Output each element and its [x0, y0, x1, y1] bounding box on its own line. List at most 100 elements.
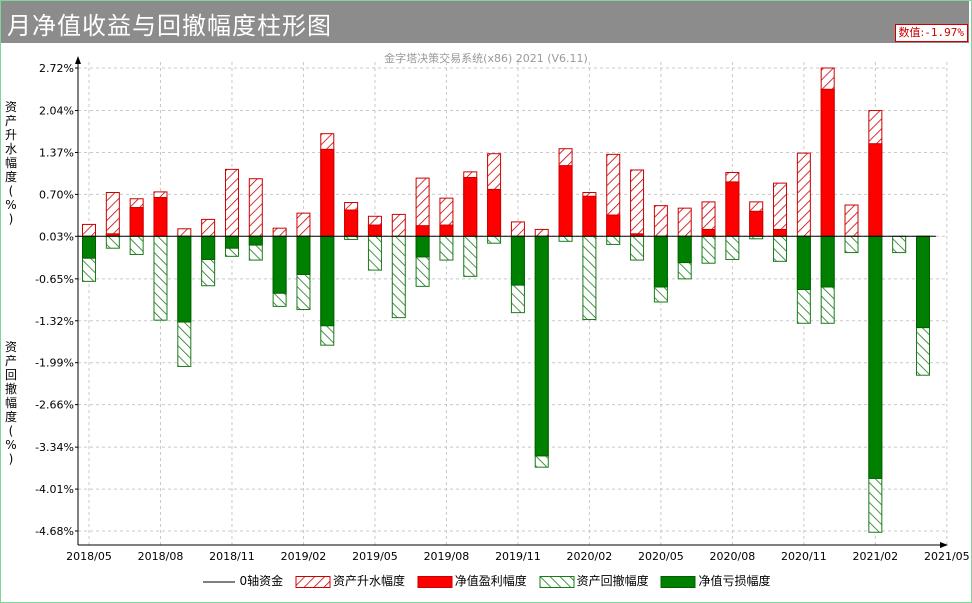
- axis-title-glyph: 产: [4, 114, 17, 128]
- axis-title-glyph: 幅: [4, 396, 17, 410]
- net-loss-bar: [177, 235, 192, 323]
- x-tick-label: 2020/05: [638, 550, 684, 563]
- net-loss-bar: [510, 235, 525, 286]
- asset-up-bar: [201, 218, 216, 237]
- x-tick-label: 2018/05: [66, 550, 112, 563]
- axis-title-glyph: 幅: [4, 156, 17, 170]
- legend-net-profit: 净值盈利幅度: [417, 572, 527, 589]
- net-profit-bar: [344, 209, 359, 237]
- y-tick-label: -1.32%: [35, 315, 74, 328]
- legend: 0轴资金 资产升水幅度 净值盈利幅度 资产回撤幅度 净值亏损幅度: [0, 572, 972, 589]
- legend-asset-up: 资产升水幅度: [295, 572, 405, 589]
- asset-drawdown-bar: [773, 235, 788, 262]
- window-title: 月净值收益与回撤幅度柱形图: [7, 12, 332, 40]
- asset-up-bar: [844, 204, 859, 237]
- axis-title-glyph: 产: [4, 354, 17, 368]
- asset-drawdown-bar: [487, 235, 502, 244]
- asset-drawdown-bar: [582, 235, 597, 321]
- asset-drawdown-bar: [701, 235, 716, 264]
- y-axis-arrow: [75, 56, 81, 64]
- net-profit-bar: [320, 148, 335, 237]
- asset-up-bar: [796, 152, 811, 237]
- x-axis-arrow: [940, 542, 948, 548]
- net-profit-bar: [725, 181, 740, 237]
- asset-up-bar: [296, 212, 311, 237]
- net-loss-bar: [82, 235, 96, 259]
- asset-up-bar: [248, 178, 263, 237]
- net-profit-bar: [153, 197, 168, 237]
- net-loss-bar: [653, 235, 668, 288]
- y-tick-label: 1.37%: [39, 146, 74, 159]
- x-tick-label: 2020/02: [567, 550, 613, 563]
- asset-drawdown-bar: [844, 235, 859, 254]
- net-loss-bar: [868, 235, 883, 479]
- readout-value: -1.97%: [924, 26, 964, 39]
- asset-up-bar: [272, 227, 287, 237]
- y-tick-label: -4.01%: [35, 483, 74, 496]
- legend-zero-line: 0轴资金: [203, 574, 284, 588]
- value-readout: 数值:-1.97%: [894, 24, 968, 42]
- chart-subtitle: 金字塔决策交易系统(x86) 2021 (V6.11): [384, 52, 588, 65]
- net-profit-bar: [868, 143, 883, 237]
- legend-net-loss: 净值亏损幅度: [660, 572, 771, 589]
- net-profit-bar: [415, 225, 430, 237]
- x-tick-label: 2021/02: [852, 550, 898, 563]
- net-loss-bar: [796, 235, 811, 290]
- asset-drawdown-bar: [367, 235, 382, 271]
- axis-title-glyph: ): [8, 452, 14, 466]
- asset-drawdown-bar: [439, 235, 454, 261]
- net-profit-bar: [487, 188, 502, 237]
- asset-up-bar: [653, 205, 668, 237]
- asset-drawdown-bar: [463, 235, 478, 277]
- net-loss-bar: [916, 235, 930, 329]
- net-profit-bar: [606, 214, 621, 237]
- y-tick-label: 0.03%: [39, 230, 74, 243]
- axis-title-glyph: (: [8, 424, 14, 438]
- asset-drawdown-bar: [153, 235, 168, 321]
- x-tick-label: 2020/08: [710, 550, 756, 563]
- asset-up-bar: [105, 192, 120, 237]
- axis-title-glyph: 水: [4, 142, 17, 156]
- x-tick-label: 2018/08: [138, 550, 184, 563]
- x-tick-label: 2019/11: [495, 550, 541, 563]
- y-axis-title-upper: 资产升水幅度(%): [3, 100, 19, 226]
- axis-title-glyph: 资: [4, 340, 17, 354]
- net-profit-bar: [463, 176, 478, 237]
- asset-drawdown-bar: [725, 235, 740, 260]
- y-tick-label: -3.34%: [35, 441, 74, 454]
- x-tick-label: 2018/11: [209, 550, 255, 563]
- net-profit-bar: [582, 195, 597, 237]
- asset-up-bar: [773, 182, 788, 237]
- asset-up-bar: [534, 228, 549, 237]
- axis-title-glyph: 度: [4, 170, 17, 184]
- asset-up-bar: [177, 228, 192, 237]
- legend-asset-drawdown: 资产回撤幅度: [539, 572, 649, 589]
- asset-up-bar: [630, 169, 645, 237]
- net-loss-bar: [272, 235, 287, 294]
- y-tick-label: -0.65%: [35, 273, 74, 286]
- y-tick-label: -1.99%: [35, 357, 74, 370]
- net-profit-bar: [439, 224, 454, 237]
- axis-title-glyph: 升: [4, 128, 17, 142]
- axis-title-glyph: 资: [4, 100, 17, 114]
- net-loss-bar: [224, 235, 239, 249]
- net-loss-bar: [677, 235, 692, 264]
- net-profit-bar: [701, 228, 716, 237]
- y-tick-label: 2.04%: [39, 105, 74, 118]
- axes: 2.72% 2.04% 1.37% 0.70% 0.03% -0.65% -1.32% -1.…: [35, 56, 970, 563]
- net-profit-bar: [773, 228, 788, 237]
- axis-title-glyph: 回: [4, 368, 17, 382]
- asset-up-bar: [510, 221, 525, 237]
- asset-up-bar: [391, 213, 406, 237]
- y-tick-label: 0.70%: [39, 188, 74, 201]
- y-tick-label: 2.72%: [39, 62, 74, 75]
- asset-up-bar: [224, 168, 239, 237]
- readout-label: 数值:: [898, 26, 925, 39]
- asset-drawdown-bar: [129, 235, 144, 255]
- net-loss-bar: [534, 235, 549, 457]
- asset-drawdown-bar: [892, 235, 907, 254]
- axis-title-glyph: ): [8, 212, 14, 226]
- asset-drawdown-bar: [105, 235, 120, 249]
- net-profit-bar: [558, 165, 573, 237]
